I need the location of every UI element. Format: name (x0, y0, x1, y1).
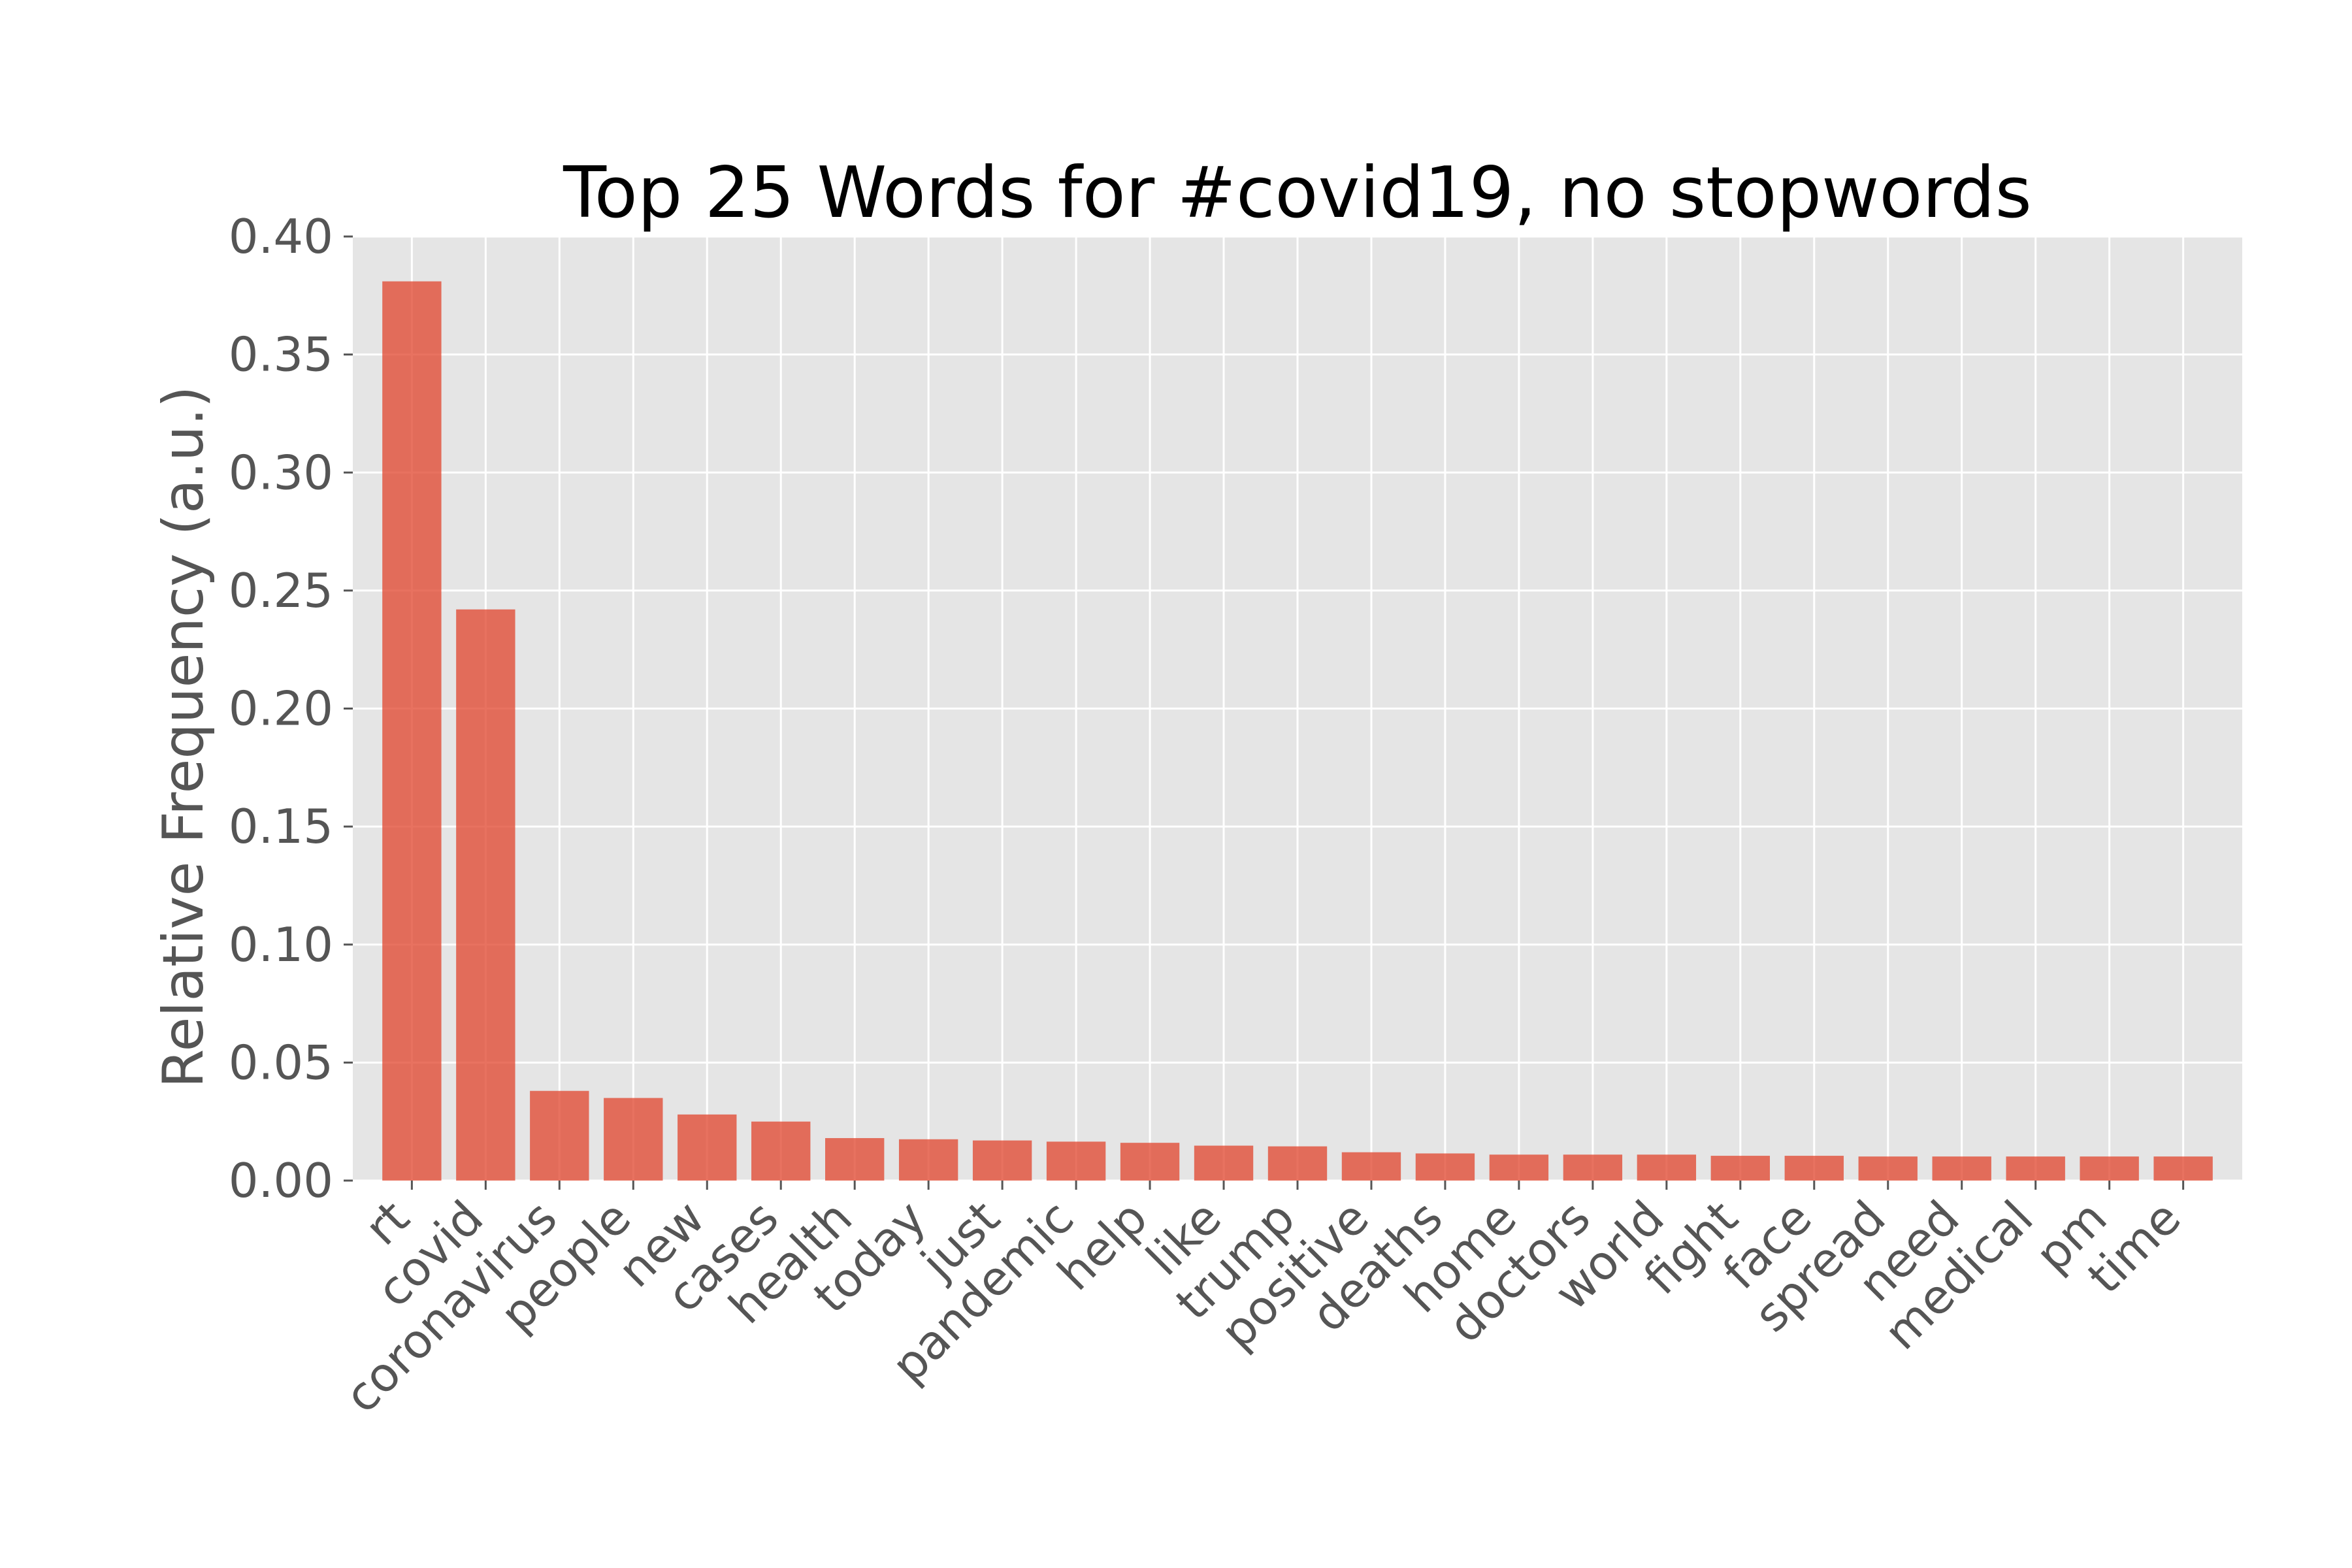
bar-fight (1710, 1156, 1770, 1181)
y-axis-label: Relative Frequency (a.u.) (151, 386, 216, 1088)
y-tick-label: 0.00 (229, 1153, 333, 1208)
bar-doctors (1563, 1154, 1623, 1181)
y-tick-label: 0.40 (229, 209, 333, 264)
y-tick-label: 0.35 (229, 327, 333, 382)
bar-positive (1341, 1152, 1401, 1181)
chart-title: Top 25 Words for #covid19, no stopwords (563, 152, 2032, 234)
bar-pm (2080, 1156, 2139, 1181)
bar-like (1194, 1145, 1254, 1181)
bar-need (1932, 1156, 1991, 1181)
bar-time (2153, 1156, 2213, 1181)
bar-covid (456, 609, 515, 1181)
bar-just (972, 1140, 1032, 1181)
bar-pandemic (1046, 1141, 1106, 1181)
bar-people (604, 1098, 663, 1181)
y-tick-label: 0.10 (229, 917, 333, 972)
bar-new (678, 1114, 737, 1181)
bar-world (1637, 1154, 1697, 1181)
bar-health (825, 1137, 885, 1181)
y-tick-label: 0.05 (229, 1035, 333, 1090)
y-tick-label: 0.20 (229, 681, 333, 736)
y-axis: 0.00 0.05 0.10 0.15 0.20 0.25 0.30 0.35 0.40 (229, 209, 353, 1208)
bar-coronavirus (530, 1090, 589, 1181)
y-tick-label: 0.30 (229, 445, 333, 500)
bar-cases (751, 1121, 811, 1181)
bar-home (1489, 1154, 1549, 1181)
bar-deaths (1415, 1153, 1475, 1181)
bar-rt (382, 281, 442, 1181)
grid-lines (353, 235, 2242, 1182)
y-tick-label: 0.25 (229, 563, 333, 618)
bar-today (898, 1139, 958, 1181)
bar-help (1120, 1143, 1180, 1181)
bar-medical (2006, 1156, 2065, 1181)
y-tick-label: 0.15 (229, 799, 333, 854)
bar-face (1784, 1156, 1844, 1181)
bar-spread (1858, 1156, 1918, 1181)
bars (382, 281, 2213, 1181)
bar-trump (1267, 1146, 1328, 1181)
